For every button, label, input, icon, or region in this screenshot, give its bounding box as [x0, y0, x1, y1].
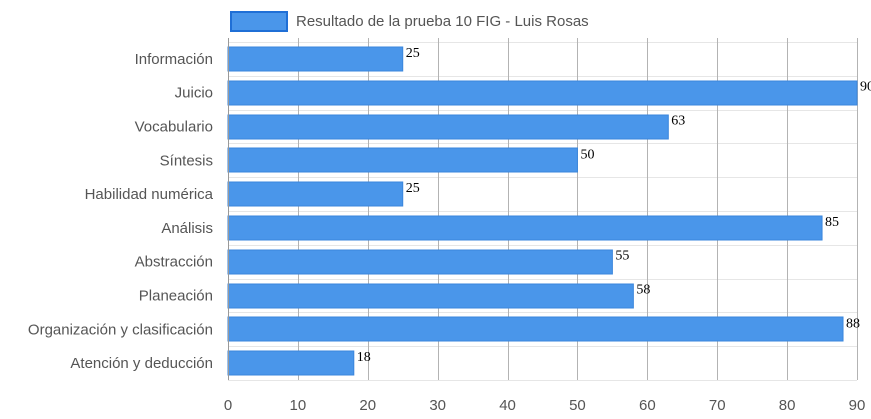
bar[interactable]	[227, 46, 404, 72]
category-label: Síntesis	[160, 152, 213, 169]
data-label: 50	[580, 147, 594, 162]
x-tick-label: 20	[359, 397, 376, 414]
legend[interactable]: Resultado de la prueba 10 FIG - Luis Ros…	[230, 11, 589, 32]
bar[interactable]	[227, 80, 858, 106]
category-label: Habilidad numérica	[85, 186, 214, 203]
bar[interactable]	[227, 181, 404, 207]
category-label: Abstracción	[135, 254, 213, 271]
category-label: Planeación	[139, 288, 213, 305]
x-tick-label: 70	[709, 397, 726, 414]
bar[interactable]	[227, 283, 634, 309]
category-label: Organización y clasificación	[28, 321, 213, 338]
data-label: 55	[615, 249, 629, 264]
bar[interactable]	[227, 147, 578, 173]
x-tick-label: 30	[429, 397, 446, 414]
x-tick-label: 50	[569, 397, 586, 414]
labels-layer: Información Juicio Vocabulario Síntesis Habi…	[28, 46, 871, 414]
bar[interactable]	[227, 249, 613, 275]
bar[interactable]	[227, 350, 355, 376]
data-label: 88	[846, 316, 860, 331]
data-label: 63	[671, 114, 685, 129]
data-label: 18	[357, 350, 371, 365]
x-tick-label: 0	[224, 397, 232, 414]
category-label: Atención y deducción	[70, 355, 213, 372]
data-label: 90	[860, 80, 871, 95]
legend-label[interactable]: Resultado de la prueba 10 FIG - Luis Ros…	[296, 13, 589, 30]
bar[interactable]	[227, 114, 669, 140]
bar[interactable]	[227, 316, 844, 342]
x-tick-label: 60	[639, 397, 656, 414]
bar[interactable]	[227, 215, 823, 241]
x-tick-label: 90	[849, 397, 866, 414]
data-label: 25	[406, 46, 420, 61]
legend-swatch[interactable]	[230, 11, 288, 32]
data-label: 25	[406, 181, 420, 196]
x-tick-label: 10	[290, 397, 307, 414]
data-label: 85	[825, 215, 839, 230]
x-tick-label: 40	[499, 397, 516, 414]
category-label: Análisis	[161, 220, 213, 237]
category-label: Vocabulario	[135, 119, 213, 136]
x-tick-label: 80	[779, 397, 796, 414]
category-label: Información	[135, 51, 213, 68]
category-label: Juicio	[175, 85, 213, 102]
data-label: 58	[636, 283, 650, 298]
bars-layer	[227, 46, 858, 376]
